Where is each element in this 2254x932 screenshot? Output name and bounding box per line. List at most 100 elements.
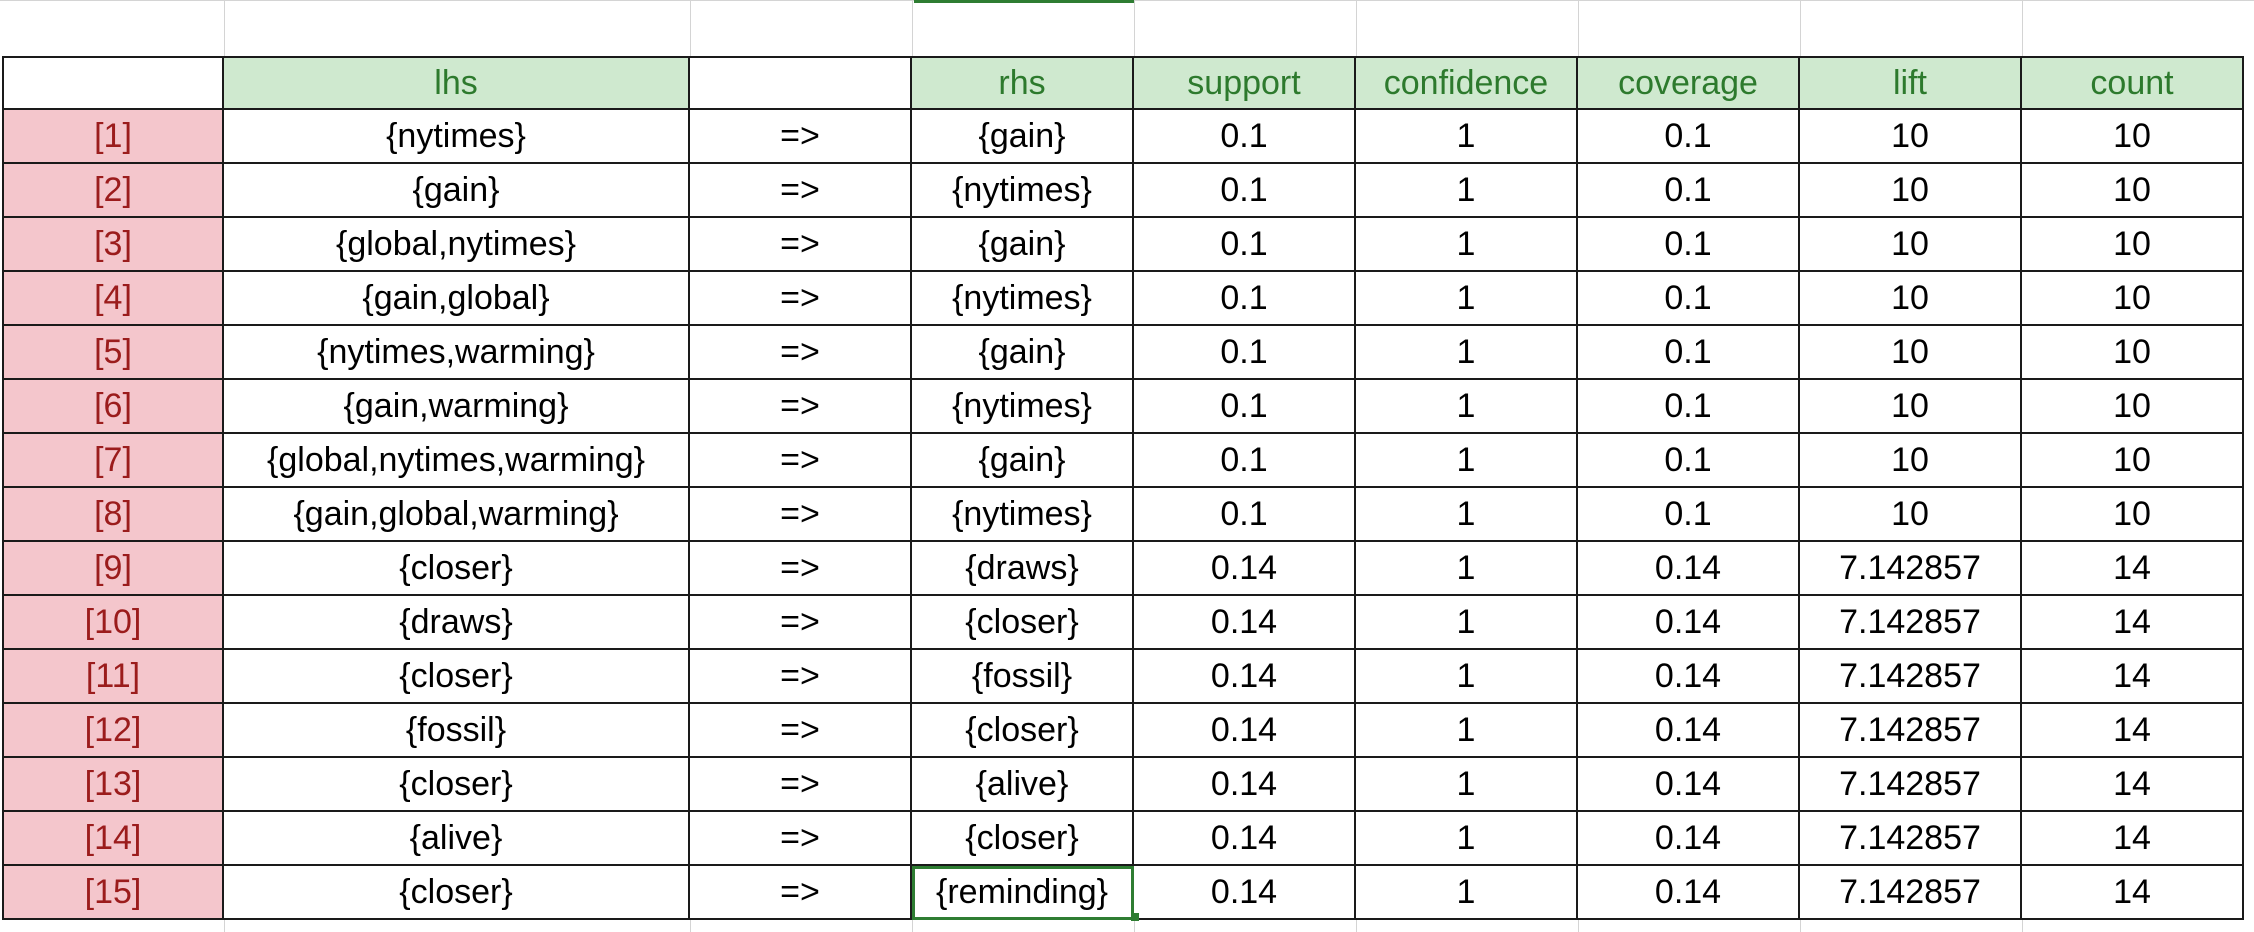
- cell-confidence[interactable]: 1: [1356, 542, 1578, 596]
- row-index-cell[interactable]: [10]: [2, 596, 224, 650]
- cell-rhs[interactable]: {alive}: [912, 758, 1134, 812]
- cell-arrow[interactable]: =>: [690, 866, 912, 920]
- cell-confidence[interactable]: 1: [1356, 596, 1578, 650]
- cell-arrow[interactable]: =>: [690, 542, 912, 596]
- cell-lhs[interactable]: {closer}: [224, 866, 690, 920]
- cell-confidence[interactable]: 1: [1356, 704, 1578, 758]
- cell-confidence[interactable]: 1: [1356, 434, 1578, 488]
- row-index-cell[interactable]: [12]: [2, 704, 224, 758]
- header-cell-rhs[interactable]: rhs: [912, 56, 1134, 110]
- cell-count[interactable]: 10: [2022, 218, 2244, 272]
- cell-coverage[interactable]: 0.14: [1578, 812, 1800, 866]
- row-index-cell[interactable]: [15]: [2, 866, 224, 920]
- cell-rhs[interactable]: {closer}: [912, 596, 1134, 650]
- cell-lift[interactable]: 7.142857: [1800, 812, 2022, 866]
- cell-confidence[interactable]: 1: [1356, 272, 1578, 326]
- cell-arrow[interactable]: =>: [690, 110, 912, 164]
- cell-support[interactable]: 0.14: [1134, 812, 1356, 866]
- cell-lift[interactable]: 10: [1800, 488, 2022, 542]
- cell-lhs[interactable]: {gain,global,warming}: [224, 488, 690, 542]
- cell-support[interactable]: 0.1: [1134, 326, 1356, 380]
- cell-support[interactable]: 0.1: [1134, 488, 1356, 542]
- cell-rhs[interactable]: {gain}: [912, 110, 1134, 164]
- cell-support[interactable]: 0.1: [1134, 434, 1356, 488]
- cell-coverage[interactable]: 0.14: [1578, 704, 1800, 758]
- cell-rhs[interactable]: {gain}: [912, 434, 1134, 488]
- cell-arrow[interactable]: =>: [690, 650, 912, 704]
- row-index-cell[interactable]: [11]: [2, 650, 224, 704]
- cell-lhs[interactable]: {closer}: [224, 758, 690, 812]
- cell-arrow[interactable]: =>: [690, 704, 912, 758]
- cell-rhs[interactable]: {nytimes}: [912, 272, 1134, 326]
- cell-confidence[interactable]: 1: [1356, 218, 1578, 272]
- row-index-cell[interactable]: [3]: [2, 218, 224, 272]
- cell-coverage[interactable]: 0.14: [1578, 866, 1800, 920]
- cell-lift[interactable]: 10: [1800, 218, 2022, 272]
- cell-rhs[interactable]: {nytimes}: [912, 380, 1134, 434]
- cell-support[interactable]: 0.14: [1134, 758, 1356, 812]
- cell-arrow[interactable]: =>: [690, 596, 912, 650]
- cell-count[interactable]: 10: [2022, 164, 2244, 218]
- cell-lhs[interactable]: {draws}: [224, 596, 690, 650]
- row-index-cell[interactable]: [9]: [2, 542, 224, 596]
- cell-coverage[interactable]: 0.1: [1578, 380, 1800, 434]
- cell-rhs[interactable]: {nytimes}: [912, 164, 1134, 218]
- row-index-cell[interactable]: [2]: [2, 164, 224, 218]
- row-index-cell[interactable]: [1]: [2, 110, 224, 164]
- header-cell-support[interactable]: support: [1134, 56, 1356, 110]
- cell-count[interactable]: 14: [2022, 542, 2244, 596]
- cell-confidence[interactable]: 1: [1356, 164, 1578, 218]
- cell-support[interactable]: 0.1: [1134, 164, 1356, 218]
- cell-count[interactable]: 10: [2022, 488, 2244, 542]
- cell-coverage[interactable]: 0.1: [1578, 488, 1800, 542]
- fill-handle[interactable]: [1131, 913, 1139, 921]
- cell-coverage[interactable]: 0.14: [1578, 758, 1800, 812]
- cell-count[interactable]: 14: [2022, 866, 2244, 920]
- header-cell-arrow[interactable]: [690, 56, 912, 110]
- row-index-cell[interactable]: [7]: [2, 434, 224, 488]
- row-index-cell[interactable]: [4]: [2, 272, 224, 326]
- cell-count[interactable]: 10: [2022, 110, 2244, 164]
- cell-support[interactable]: 0.14: [1134, 704, 1356, 758]
- cell-arrow[interactable]: =>: [690, 326, 912, 380]
- cell-lhs[interactable]: {nytimes}: [224, 110, 690, 164]
- cell-coverage[interactable]: 0.1: [1578, 272, 1800, 326]
- cell-confidence[interactable]: 1: [1356, 488, 1578, 542]
- cell-lhs[interactable]: {closer}: [224, 650, 690, 704]
- cell-count[interactable]: 10: [2022, 326, 2244, 380]
- cell-rhs[interactable]: {closer}: [912, 812, 1134, 866]
- cell-rhs[interactable]: {gain}: [912, 218, 1134, 272]
- header-cell-row-index[interactable]: [2, 56, 224, 110]
- row-index-cell[interactable]: [14]: [2, 812, 224, 866]
- cell-rhs[interactable]: {nytimes}: [912, 488, 1134, 542]
- cell-arrow[interactable]: =>: [690, 272, 912, 326]
- cell-arrow[interactable]: =>: [690, 812, 912, 866]
- cell-support[interactable]: 0.14: [1134, 596, 1356, 650]
- cell-lift[interactable]: 7.142857: [1800, 542, 2022, 596]
- cell-confidence[interactable]: 1: [1356, 650, 1578, 704]
- cell-lift[interactable]: 10: [1800, 164, 2022, 218]
- cell-confidence[interactable]: 1: [1356, 758, 1578, 812]
- cell-count[interactable]: 14: [2022, 704, 2244, 758]
- cell-lhs[interactable]: {gain}: [224, 164, 690, 218]
- cell-count[interactable]: 10: [2022, 380, 2244, 434]
- row-index-cell[interactable]: [5]: [2, 326, 224, 380]
- cell-lhs[interactable]: {alive}: [224, 812, 690, 866]
- cell-count[interactable]: 14: [2022, 650, 2244, 704]
- cell-lift[interactable]: 10: [1800, 434, 2022, 488]
- row-index-cell[interactable]: [6]: [2, 380, 224, 434]
- header-cell-coverage[interactable]: coverage: [1578, 56, 1800, 110]
- cell-support[interactable]: 0.14: [1134, 542, 1356, 596]
- cell-coverage[interactable]: 0.14: [1578, 650, 1800, 704]
- cell-confidence[interactable]: 1: [1356, 110, 1578, 164]
- cell-lhs[interactable]: {global,nytimes,warming}: [224, 434, 690, 488]
- cell-confidence[interactable]: 1: [1356, 326, 1578, 380]
- cell-confidence[interactable]: 1: [1356, 866, 1578, 920]
- cell-lift[interactable]: 10: [1800, 110, 2022, 164]
- cell-coverage[interactable]: 0.1: [1578, 218, 1800, 272]
- cell-count[interactable]: 10: [2022, 272, 2244, 326]
- cell-lift[interactable]: 7.142857: [1800, 596, 2022, 650]
- cell-count[interactable]: 10: [2022, 434, 2244, 488]
- cell-lift[interactable]: 7.142857: [1800, 758, 2022, 812]
